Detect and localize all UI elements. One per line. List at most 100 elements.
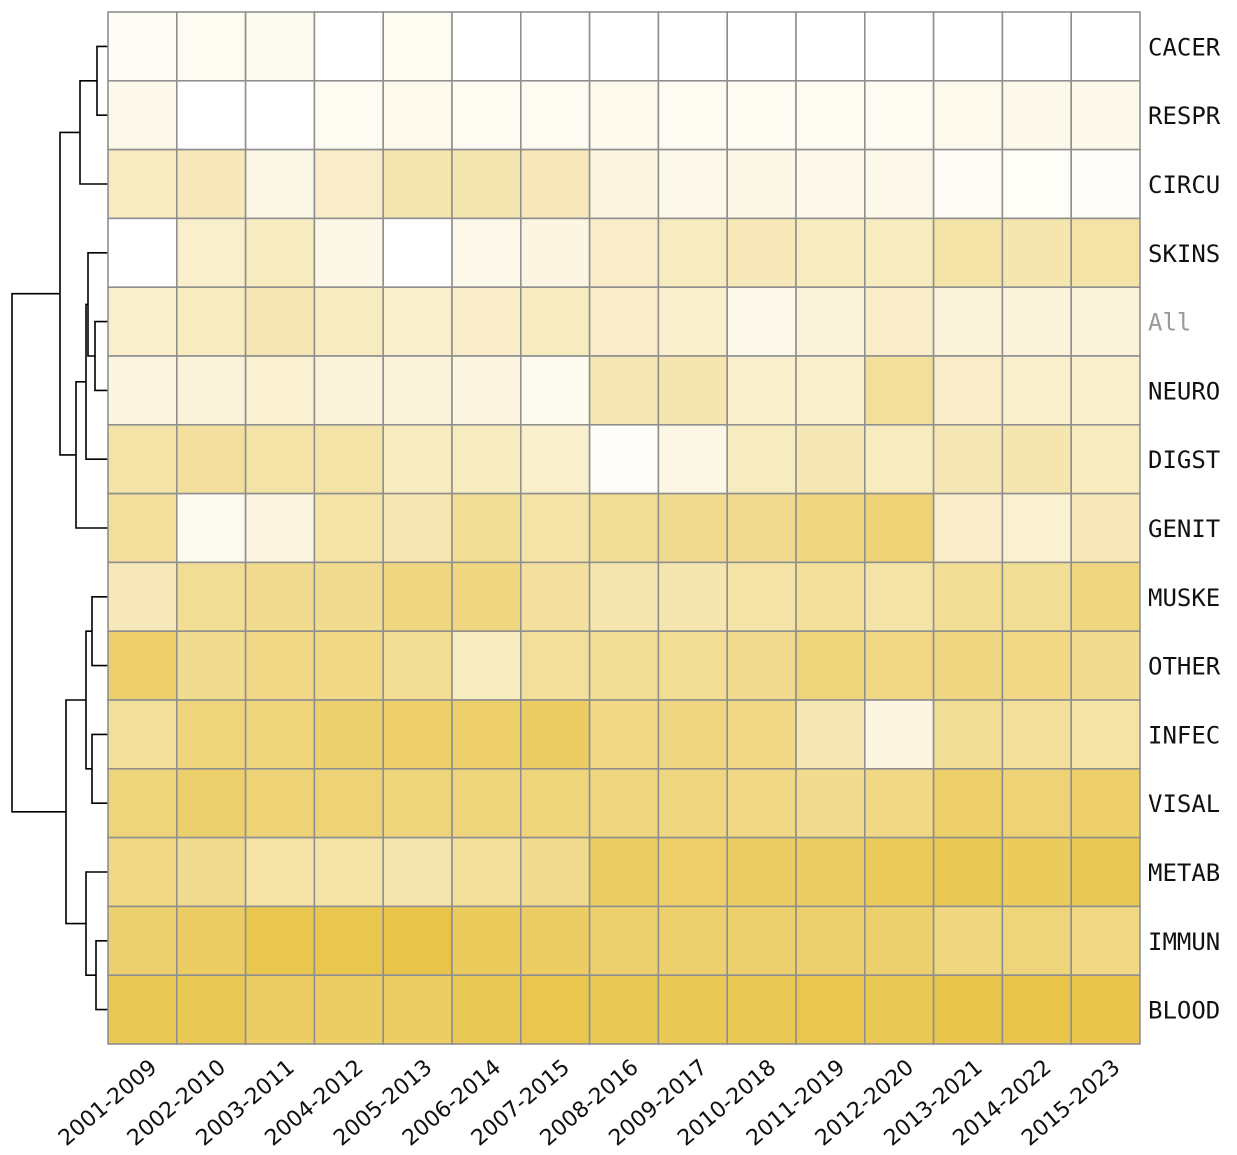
heatmap-cell (863, 836, 935, 908)
heatmap-cell (1070, 974, 1141, 1045)
heatmap-cell (176, 836, 247, 908)
heatmap-cell (519, 355, 591, 426)
dendrogram-link (94, 320, 108, 392)
heatmap-cell (657, 974, 729, 1045)
heatmap-cell (519, 148, 591, 220)
heatmap-cell (795, 767, 866, 839)
heatmap-cell (176, 492, 247, 564)
heatmap-cell (1070, 836, 1141, 908)
row-label: SKINS (1148, 240, 1220, 268)
dendrogram-link (75, 381, 108, 529)
heatmap-cell (1001, 905, 1073, 977)
heatmap-cell (451, 767, 522, 839)
heatmap-cell (657, 630, 729, 701)
heatmap-cell (1001, 630, 1073, 701)
heatmap-cell (795, 217, 866, 288)
dendrogram-link (85, 303, 108, 460)
row-label: All (1148, 309, 1191, 337)
heatmap-cell (657, 423, 729, 495)
row-label: RESPR (1148, 102, 1221, 130)
heatmap-cell (1070, 561, 1141, 633)
row-label: BLOOD (1148, 997, 1220, 1025)
heatmap-cell (657, 286, 729, 357)
heatmap-cell (313, 492, 384, 564)
heatmap-cell (382, 630, 453, 701)
heatmap-cell (1070, 423, 1141, 495)
heatmap-cell (382, 11, 453, 82)
heatmap-cell (1001, 767, 1073, 839)
heatmap-cell (657, 11, 729, 82)
heatmap-cell (107, 561, 178, 633)
heatmap-cell (1001, 974, 1073, 1045)
heatmap-cell (519, 836, 591, 908)
heatmap-cell (107, 355, 178, 426)
heatmap-cell (107, 148, 178, 220)
heatmap-cell (932, 217, 1004, 288)
heatmap-cell (863, 561, 935, 633)
heatmap-cell (451, 80, 522, 151)
heatmap-cell (588, 630, 660, 701)
heatmap-cell (382, 217, 453, 288)
heatmap-cell (176, 217, 247, 288)
heatmap-cell (726, 974, 797, 1045)
dendrogram-link (95, 940, 108, 1011)
heatmap-cell (932, 286, 1004, 357)
row-label: CACER (1148, 33, 1221, 61)
row-labels: CACER RESPR CIRCU SKINS All NEURO DIGST GENIT MU… (1148, 33, 1221, 1024)
heatmap-cell (726, 836, 797, 908)
heatmap-cell (176, 767, 247, 839)
heatmap-cell (107, 286, 178, 357)
heatmap-cell (382, 905, 453, 977)
heatmap-cell (1070, 80, 1141, 151)
heatmap-cell (313, 217, 384, 288)
heatmap-cell (382, 699, 453, 770)
heatmap-cell (451, 11, 522, 82)
heatmap-cell (932, 905, 1004, 977)
heatmap-cell (382, 286, 453, 357)
heatmap-cell (863, 423, 935, 495)
heatmap-cell (863, 974, 935, 1045)
heatmap-cell (382, 836, 453, 908)
heatmap-cell (588, 148, 660, 220)
heatmap-cell (726, 630, 797, 701)
heatmap-cell (863, 80, 935, 151)
heatmap-cell (176, 905, 247, 977)
heatmap-cell (1001, 80, 1073, 151)
heatmap-cell (795, 561, 866, 633)
heatmap-cell (313, 423, 384, 495)
heatmap-cell (795, 699, 866, 770)
heatmap-cell (1001, 561, 1073, 633)
heatmap-cell (176, 561, 247, 633)
heatmap-cell (244, 148, 316, 220)
heatmap-cell (726, 148, 797, 220)
heatmap-cell (107, 11, 178, 82)
heatmap-cell (726, 423, 797, 495)
heatmap-cell (519, 905, 591, 977)
heatmap-cell (107, 423, 178, 495)
heatmap-cell (244, 217, 316, 288)
heatmap-cell (588, 561, 660, 633)
heatmap-cell (795, 492, 866, 564)
heatmap-cell (795, 836, 866, 908)
heatmap-cell (726, 217, 797, 288)
heatmap-cell (107, 836, 178, 908)
heatmap-cell (244, 905, 316, 977)
heatmap-cell (519, 217, 591, 288)
heatmap-cell (795, 11, 866, 82)
dendrogram-link (85, 630, 92, 770)
heatmap-cell (795, 355, 866, 426)
heatmap-cell (932, 836, 1004, 908)
heatmap-cell (588, 974, 660, 1045)
heatmap-cell (244, 286, 316, 357)
heatmap-cell (726, 355, 797, 426)
heatmap-cell (863, 767, 935, 839)
heatmap-cell (932, 492, 1004, 564)
heatmap-cell (107, 630, 178, 701)
row-label: CIRCU (1148, 171, 1220, 199)
heatmap-cell (313, 11, 384, 82)
heatmap-cell (451, 148, 522, 220)
heatmap-cell (726, 905, 797, 977)
heatmap-cell (1001, 11, 1073, 82)
heatmap-cell (244, 423, 316, 495)
